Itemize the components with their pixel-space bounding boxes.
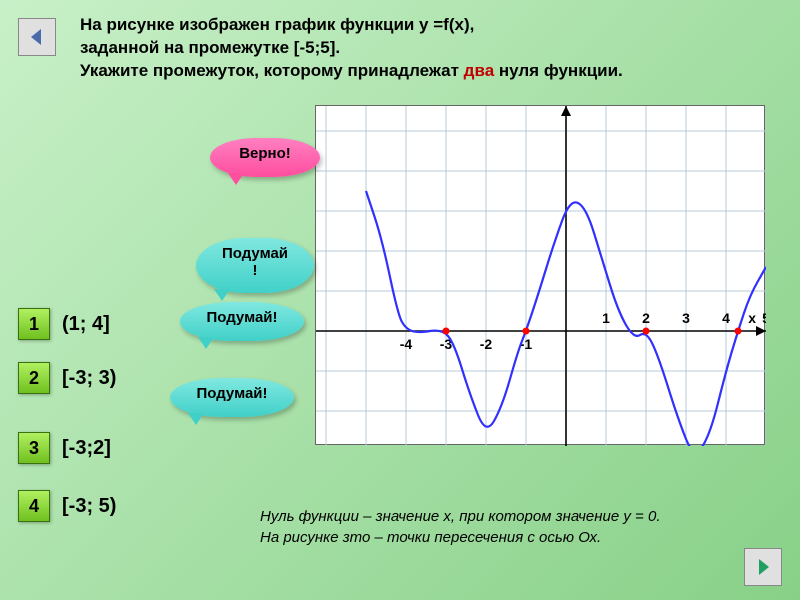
answer-interval-3: [-3;2]: [62, 437, 111, 460]
problem-line1: На рисунке изображен график функции у =f…: [80, 15, 474, 34]
feedback-bubble-2: Подумай!: [180, 302, 304, 341]
problem-red-word: два: [464, 61, 494, 80]
svg-text:3: 3: [682, 310, 690, 326]
svg-text:5: 5: [762, 310, 766, 326]
answer-interval-4: [-3; 5): [62, 495, 116, 518]
problem-line2: заданной на промежутке [-5;5].: [80, 38, 340, 57]
problem-line3a: Укажите промежуток, которому принадлежат: [80, 61, 464, 80]
answer-row-4: 4 [-3; 5): [18, 490, 116, 522]
answer-button-1[interactable]: 1: [18, 308, 50, 340]
footnote-l1: Нуль функции – значение х, при котором з…: [260, 508, 661, 525]
footnote: Нуль функции – значение х, при котором з…: [260, 506, 760, 548]
svg-text:-4: -4: [400, 336, 413, 352]
nav-forward-button[interactable]: [744, 548, 782, 586]
answer-interval-1: (1; 4]: [62, 313, 110, 336]
svg-text:4: 4: [722, 310, 730, 326]
svg-text:2: 2: [642, 310, 650, 326]
feedback-bubble-0: Верно!: [210, 138, 320, 177]
function-graph: -4-3-2-112345х: [315, 105, 765, 445]
answer-button-4[interactable]: 4: [18, 490, 50, 522]
feedback-bubble-1: Подумай!: [196, 238, 314, 293]
nav-back-button[interactable]: [18, 18, 56, 56]
svg-text:-2: -2: [480, 336, 493, 352]
problem-statement: На рисунке изображен график функции у =f…: [80, 14, 760, 83]
answer-button-2[interactable]: 2: [18, 362, 50, 394]
svg-text:х: х: [748, 310, 756, 326]
answer-row-3: 3 [-3;2]: [18, 432, 111, 464]
footnote-l2: На рисунке зто – точки пересечения с ось…: [260, 529, 601, 546]
answer-interval-2: [-3; 3): [62, 367, 116, 390]
answer-row-2: 2 [-3; 3): [18, 362, 116, 394]
problem-line3b: нуля функции.: [494, 61, 623, 80]
feedback-bubble-3: Подумай!: [170, 378, 294, 417]
answer-row-1: 1 (1; 4]: [18, 308, 110, 340]
answer-button-3[interactable]: 3: [18, 432, 50, 464]
svg-text:1: 1: [602, 310, 610, 326]
